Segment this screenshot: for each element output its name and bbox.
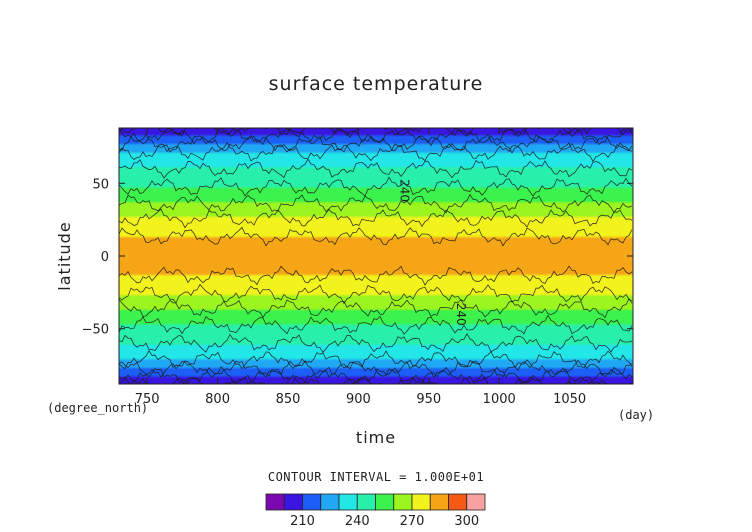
x-tick-label: 1050 bbox=[553, 392, 586, 407]
x-tick-label: 1000 bbox=[483, 392, 516, 407]
colorbar-tick-label: 300 bbox=[454, 514, 479, 529]
contour-line bbox=[118, 127, 633, 147]
colorbar-swatch bbox=[466, 493, 486, 511]
contour-line bbox=[118, 366, 633, 385]
contour-line bbox=[118, 133, 633, 154]
x-tick-label: 900 bbox=[346, 392, 371, 407]
contour-label: 240 bbox=[398, 179, 412, 202]
contour-line bbox=[118, 265, 633, 286]
contour-labels: 240 240 bbox=[398, 179, 468, 326]
contour-line bbox=[118, 283, 633, 305]
heatmap-field bbox=[119, 128, 633, 384]
colorbar-swatch bbox=[265, 493, 285, 511]
colorbar-swatch bbox=[448, 493, 468, 511]
contour-line bbox=[118, 158, 633, 179]
contour-label: 240 bbox=[454, 303, 468, 326]
colorbar-swatch bbox=[375, 493, 395, 511]
colorbar bbox=[265, 493, 486, 511]
x-tick-label: 750 bbox=[135, 392, 160, 407]
contour-line bbox=[118, 298, 633, 319]
chart-title: surface temperature bbox=[269, 73, 484, 95]
contour-line bbox=[118, 176, 633, 197]
y-tick-label: 0 bbox=[101, 250, 109, 265]
y-axis-label: latitude bbox=[55, 221, 74, 290]
x-tick-label: 950 bbox=[416, 392, 441, 407]
colorbar-tick-labels: 210 240 270 300 bbox=[290, 514, 479, 529]
contour-line bbox=[118, 332, 633, 354]
x-tick-label: 800 bbox=[205, 392, 230, 407]
colorbar-swatch bbox=[411, 493, 431, 511]
contour-line bbox=[118, 193, 633, 214]
y-axis: −50 0 50 bbox=[82, 177, 633, 338]
y-axis-unit: (degree_north) bbox=[47, 401, 148, 415]
contour-line bbox=[118, 314, 633, 335]
colorbar-swatch bbox=[302, 493, 322, 511]
colorbar-tick-label: 240 bbox=[345, 514, 370, 529]
colorbar-swatch bbox=[356, 493, 376, 511]
contour-interval-text: CONTOUR INTERVAL = 1.000E+01 bbox=[268, 470, 484, 484]
x-tick-label: 850 bbox=[276, 392, 301, 407]
colorbar-swatch bbox=[320, 493, 340, 511]
contour-line bbox=[118, 141, 633, 163]
contour-line bbox=[118, 208, 633, 229]
plot-area: 240 240 bbox=[118, 127, 634, 385]
contour-lines bbox=[118, 127, 633, 385]
colorbar-swatch bbox=[338, 493, 358, 511]
colorbar-tick-label: 210 bbox=[290, 514, 315, 529]
colorbar-swatch bbox=[283, 493, 303, 511]
y-tick-label: −50 bbox=[82, 323, 109, 338]
x-axis: 750 800 850 900 950 1000 1050 bbox=[135, 128, 586, 407]
colorbar-swatch bbox=[429, 493, 449, 511]
colorbar-swatch bbox=[393, 493, 413, 511]
contour-line bbox=[118, 226, 633, 247]
contour-line bbox=[118, 349, 633, 370]
x-axis-label: time bbox=[356, 428, 396, 447]
contour-line bbox=[118, 359, 633, 379]
y-tick-label: 50 bbox=[92, 177, 109, 192]
colorbar-tick-label: 270 bbox=[400, 514, 425, 529]
x-axis-unit: (day) bbox=[618, 408, 654, 422]
